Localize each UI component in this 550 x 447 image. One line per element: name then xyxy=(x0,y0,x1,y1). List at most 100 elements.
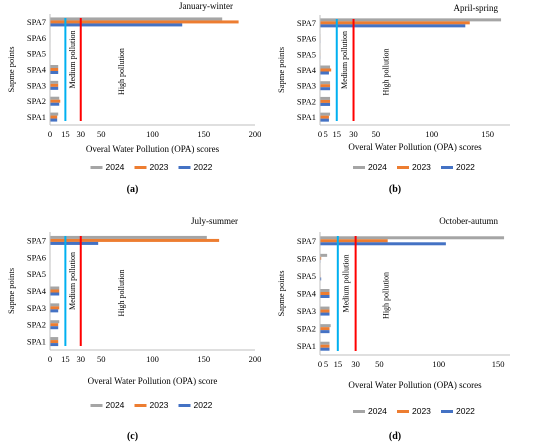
x-tick-label: 15 xyxy=(334,359,343,369)
panel-label: (d) xyxy=(389,431,401,442)
bar xyxy=(50,241,99,245)
threshold-label: Medium pollution xyxy=(68,31,77,89)
bar xyxy=(50,340,59,344)
legend-label: 2023 xyxy=(412,406,431,416)
panel-label: (c) xyxy=(127,431,138,442)
y-tick-label: SPA6 xyxy=(27,33,46,43)
bar xyxy=(320,324,331,328)
bar xyxy=(320,99,331,103)
legend-swatch xyxy=(353,410,365,413)
chart-panel: July-summer Medium pollution High pollutio… xyxy=(6,216,261,442)
bar xyxy=(320,306,330,310)
bar xyxy=(320,96,331,100)
chart-panel: January-winter Medium pollution High pollu… xyxy=(6,1,261,195)
bar xyxy=(320,68,332,72)
bar xyxy=(320,347,330,351)
x-tick-label: 5 xyxy=(324,359,328,369)
legend-swatch xyxy=(90,404,103,407)
bar xyxy=(320,18,502,22)
threshold-label: Medium pollution xyxy=(68,252,77,310)
bar xyxy=(320,344,330,348)
x-tick-label: 15 xyxy=(61,354,70,364)
legend-label: 2023 xyxy=(150,400,169,410)
x-tick-label: 50 xyxy=(372,129,381,139)
y-tick-label: SPA7 xyxy=(297,18,316,28)
chart-panel: October-autumn Medium pollution High pollu… xyxy=(276,216,510,442)
bar xyxy=(320,115,329,119)
x-tick-label: 150 xyxy=(197,129,210,139)
legend-label: 2022 xyxy=(456,406,475,416)
bar xyxy=(320,118,329,122)
y-tick-label: SPA6 xyxy=(297,34,316,44)
legend-label: 2024 xyxy=(368,406,387,416)
threshold-label: Medium pollution xyxy=(342,255,351,313)
y-tick-label: SPA2 xyxy=(27,320,46,330)
chart-title: October-autumn xyxy=(439,216,498,226)
bar xyxy=(50,17,223,21)
x-tick-label: 100 xyxy=(425,129,438,139)
bar xyxy=(50,96,60,100)
legend-label: 2024 xyxy=(106,400,125,410)
bar xyxy=(50,71,59,74)
x-tick-label: 150 xyxy=(492,359,505,369)
bar xyxy=(50,320,60,324)
bar xyxy=(320,295,330,298)
bar xyxy=(320,71,329,75)
y-tick-label: SPA4 xyxy=(297,289,317,299)
bar xyxy=(50,99,61,103)
y-tick-label: SPA1 xyxy=(27,112,46,122)
bar xyxy=(320,309,330,313)
legend-label: 2023 xyxy=(150,162,169,172)
bar xyxy=(320,327,330,331)
bar xyxy=(320,289,330,292)
y-tick-label: SPA7 xyxy=(27,235,46,245)
y-axis-title: Sapme points xyxy=(6,46,16,92)
x-tick-label: 5 xyxy=(323,129,327,139)
bar xyxy=(50,292,60,296)
y-tick-label: SPA5 xyxy=(297,271,316,281)
x-tick-label: 0 xyxy=(318,129,322,139)
bar xyxy=(320,277,322,281)
chart-title: July-summer xyxy=(191,216,238,226)
threshold-label: Medium pollution xyxy=(340,31,349,89)
x-tick-label: 200 xyxy=(249,129,262,139)
panel-label: (b) xyxy=(389,184,401,195)
bar xyxy=(320,87,331,91)
bar xyxy=(50,235,207,239)
bar xyxy=(320,65,331,69)
legend-swatch xyxy=(441,410,453,413)
x-axis-title: Overal Water Pollution (OPA) scores xyxy=(86,144,220,154)
panel-label: (a) xyxy=(127,184,139,195)
x-axis-title: Overal Water Pollution (OPA) score xyxy=(88,376,218,386)
bar xyxy=(320,341,330,345)
bar xyxy=(50,323,59,327)
bar xyxy=(50,68,59,71)
y-tick-label: SPA7 xyxy=(27,17,46,27)
y-tick-label: SPA5 xyxy=(27,269,46,279)
y-tick-label: SPA5 xyxy=(297,49,316,59)
bar xyxy=(320,312,330,316)
y-axis-title: Sapme points xyxy=(6,268,16,314)
x-tick-label: 30 xyxy=(349,129,358,139)
chart-title: January-winter xyxy=(179,1,233,11)
bar xyxy=(50,20,239,24)
bar xyxy=(50,83,59,87)
x-tick-label: 30 xyxy=(77,354,86,364)
x-tick-label: 100 xyxy=(432,359,445,369)
bar xyxy=(320,102,331,106)
legend-swatch xyxy=(178,404,191,407)
legend-swatch xyxy=(178,166,191,169)
legend-swatch xyxy=(397,166,409,169)
y-tick-label: SPA2 xyxy=(27,96,46,106)
legend-swatch xyxy=(397,410,409,413)
bar xyxy=(320,239,388,243)
legend-swatch xyxy=(441,166,453,169)
y-tick-label: SPA3 xyxy=(27,303,46,313)
y-tick-label: SPA1 xyxy=(297,341,316,351)
y-tick-label: SPA2 xyxy=(297,96,316,106)
legend-label: 2022 xyxy=(194,400,213,410)
bar xyxy=(320,330,330,334)
x-axis-title: Overal Water Pollution (OPA) scores xyxy=(348,142,482,152)
bar xyxy=(50,303,60,307)
